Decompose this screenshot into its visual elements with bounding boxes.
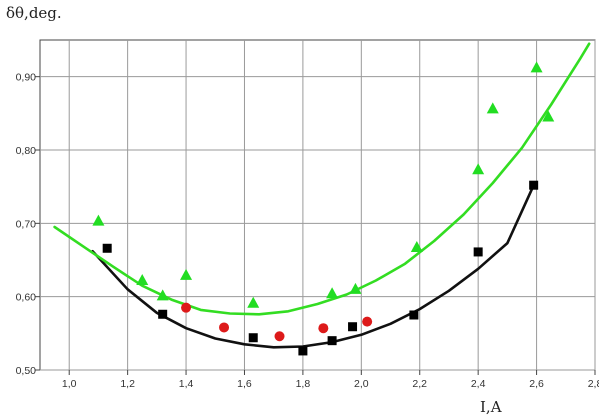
data-point-square xyxy=(298,346,308,356)
fit-curves xyxy=(53,42,591,349)
data-point-triangle xyxy=(472,163,485,175)
axis-ticks: 1,0 1,2 1,4 1,6 1,8 2,0 2,2 2,4 2,6 2,8 0,50 0,60 0,… xyxy=(16,72,599,390)
data-point-circle xyxy=(274,331,285,342)
fit-curve xyxy=(53,42,591,316)
x-tick-label: 1,6 xyxy=(237,378,252,390)
data-point-triangle xyxy=(247,296,260,308)
data-point-square xyxy=(102,243,112,253)
data-point-triangle xyxy=(542,110,555,122)
y-axis-label: δθ,deg. xyxy=(6,4,62,22)
data-point-triangle xyxy=(530,61,543,73)
x-tick-label: 2,0 xyxy=(354,378,369,390)
x-tick-label: 2,2 xyxy=(412,378,427,390)
data-point-triangle xyxy=(486,102,499,114)
data-point-triangle xyxy=(326,287,339,299)
y-tick-label: 0,50 xyxy=(16,365,37,377)
y-tick-label: 0,70 xyxy=(16,218,37,230)
x-tick-label: 1,4 xyxy=(179,378,194,390)
data-point-square xyxy=(248,333,258,343)
data-point-triangle xyxy=(180,268,193,280)
data-point-circle xyxy=(318,323,329,334)
x-tick-label: 2,4 xyxy=(471,378,486,390)
data-point-circle xyxy=(181,302,192,313)
x-tick-label: 1,8 xyxy=(296,378,311,390)
data-points xyxy=(92,61,555,356)
fit-curve xyxy=(91,183,535,349)
x-tick-label: 2,6 xyxy=(529,378,544,390)
x-tick-label: 1,0 xyxy=(62,378,77,390)
y-tick-label: 0,80 xyxy=(16,145,37,157)
data-point-square xyxy=(158,309,168,319)
data-point-square xyxy=(409,310,419,320)
data-point-square xyxy=(348,322,358,332)
grid-lines xyxy=(40,40,596,371)
x-tick-label: 2,8 xyxy=(588,378,599,390)
y-tick-label: 0,90 xyxy=(16,72,37,84)
data-point-square xyxy=(473,247,483,257)
y-tick-label: 0,60 xyxy=(16,292,37,304)
data-point-triangle xyxy=(410,241,423,253)
data-point-square xyxy=(327,336,337,346)
x-axis-label: I,A xyxy=(480,398,502,416)
x-tick-label: 1,2 xyxy=(120,378,135,390)
data-point-triangle xyxy=(156,289,169,301)
data-point-triangle xyxy=(92,214,105,226)
data-point-square xyxy=(529,180,539,190)
data-point-triangle xyxy=(349,282,362,294)
plot-area xyxy=(39,39,596,371)
data-point-circle xyxy=(362,316,373,327)
data-point-circle xyxy=(219,322,230,333)
data-point-triangle xyxy=(136,274,149,286)
